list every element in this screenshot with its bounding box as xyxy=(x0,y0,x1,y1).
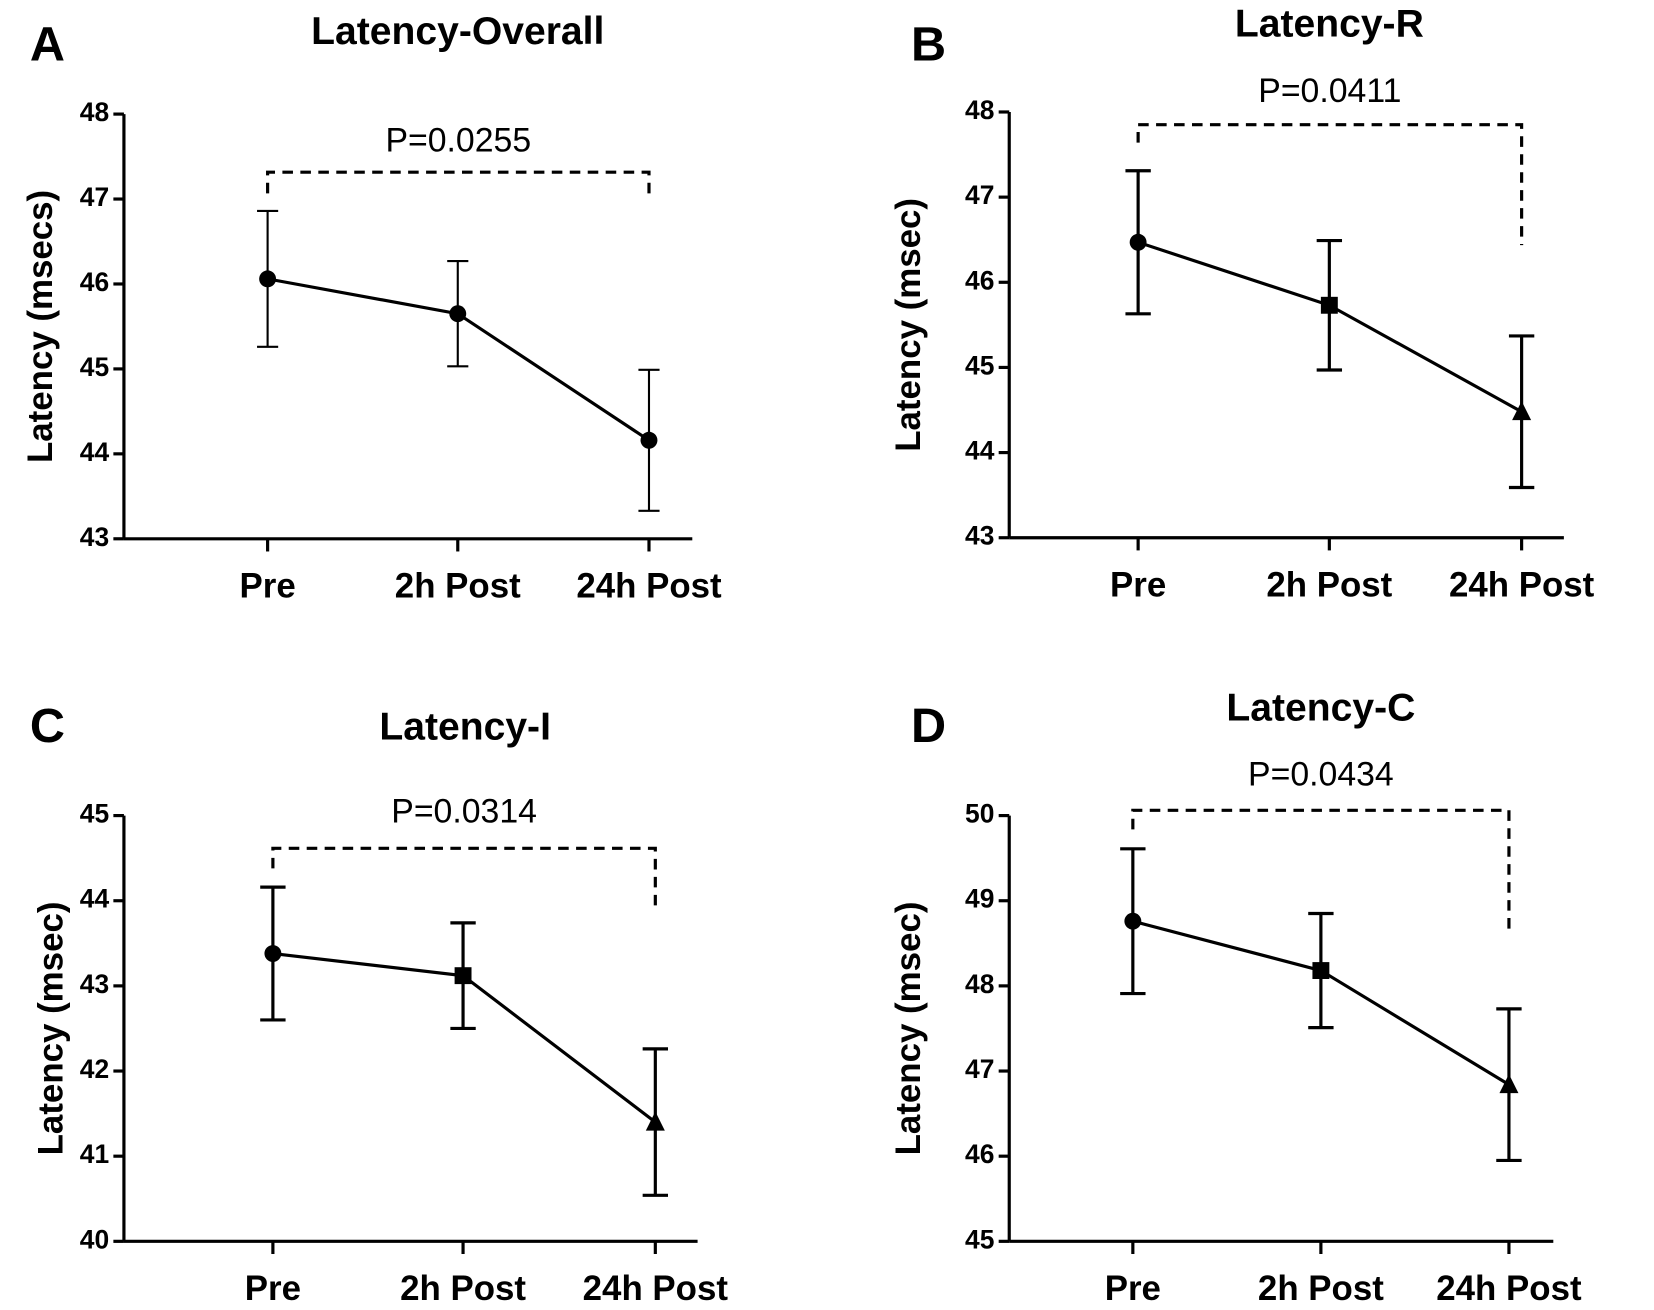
significance-bracket xyxy=(266,170,651,197)
annotation: P=0.0411 xyxy=(1258,72,1401,110)
x-tick-label: 2h Post xyxy=(400,1269,526,1308)
chart-title: Latency-C xyxy=(1226,686,1415,729)
marker xyxy=(454,967,472,985)
x-tick-label: 24h Post xyxy=(583,1269,729,1308)
chart-title: Latency-I xyxy=(379,705,551,748)
x-tick-label: 24h Post xyxy=(1436,1269,1582,1308)
y-tick-label: 40 xyxy=(80,1224,109,1254)
marker xyxy=(1320,296,1338,314)
annotation: P=0.0314 xyxy=(391,792,537,830)
y-tick-label: 43 xyxy=(80,969,109,999)
x-tick-label: 2h Post xyxy=(1258,1269,1384,1308)
significance-bracket xyxy=(1131,808,1511,930)
y-tick-label: 48 xyxy=(965,969,994,999)
y-tick-label: 45 xyxy=(80,352,109,382)
annotation: P=0.0255 xyxy=(385,122,531,160)
marker xyxy=(264,945,282,962)
y-axis-label: Latency (msec) xyxy=(889,902,928,1156)
y-tick-label: 44 xyxy=(965,436,995,466)
chart-title: Latency-Overall xyxy=(311,10,604,53)
panel-label: D xyxy=(911,699,946,753)
y-tick-label: 42 xyxy=(80,1054,109,1084)
y-tick-label: 49 xyxy=(965,884,994,914)
y-tick-label: 44 xyxy=(80,884,110,914)
marker xyxy=(640,431,658,449)
x-tick-label: 24h Post xyxy=(576,567,722,606)
y-tick-label: 46 xyxy=(965,1139,994,1169)
annotation: P=0.0434 xyxy=(1248,755,1394,793)
marker xyxy=(1512,401,1532,421)
x-tick-label: Pre xyxy=(245,1269,301,1308)
x-tick-label: 2h Post xyxy=(395,567,521,606)
y-tick-label: 43 xyxy=(965,521,994,551)
y-tick-label: 48 xyxy=(80,97,109,127)
y-tick-label: 43 xyxy=(80,522,109,552)
panel-label: C xyxy=(30,699,65,753)
x-tick-label: 2h Post xyxy=(1266,566,1392,605)
panel-label: B xyxy=(911,17,946,71)
significance-bracket xyxy=(1136,123,1524,246)
y-tick-label: 41 xyxy=(80,1139,109,1169)
chart-title: Latency-R xyxy=(1235,3,1424,46)
y-tick-label: 48 xyxy=(965,95,994,125)
x-tick-label: Pre xyxy=(1110,566,1166,605)
significance-bracket xyxy=(271,846,657,906)
marker xyxy=(645,1111,665,1131)
y-tick-label: 47 xyxy=(965,1054,994,1084)
marker xyxy=(449,305,467,323)
y-tick-label: 44 xyxy=(80,437,110,467)
y-tick-label: 46 xyxy=(80,267,109,297)
x-tick-label: Pre xyxy=(239,567,295,606)
y-axis-label: Latency (msec) xyxy=(889,198,928,452)
panel-label: A xyxy=(30,17,65,71)
marker xyxy=(1129,233,1147,251)
y-tick-label: 47 xyxy=(80,182,109,212)
marker xyxy=(1124,912,1142,930)
y-tick-label: 50 xyxy=(965,799,994,829)
y-tick-label: 47 xyxy=(965,180,994,210)
y-tick-label: 45 xyxy=(965,1224,994,1254)
marker xyxy=(1312,962,1330,980)
x-tick-label: 24h Post xyxy=(1449,566,1595,605)
y-axis-label: Latency (msec) xyxy=(31,902,70,1156)
y-tick-label: 45 xyxy=(80,799,109,829)
y-tick-label: 45 xyxy=(965,350,994,380)
marker xyxy=(1499,1074,1519,1094)
marker xyxy=(259,270,277,288)
y-tick-label: 46 xyxy=(965,265,994,295)
y-axis-label: Latency (msecs) xyxy=(21,190,60,463)
x-tick-label: Pre xyxy=(1105,1269,1161,1308)
